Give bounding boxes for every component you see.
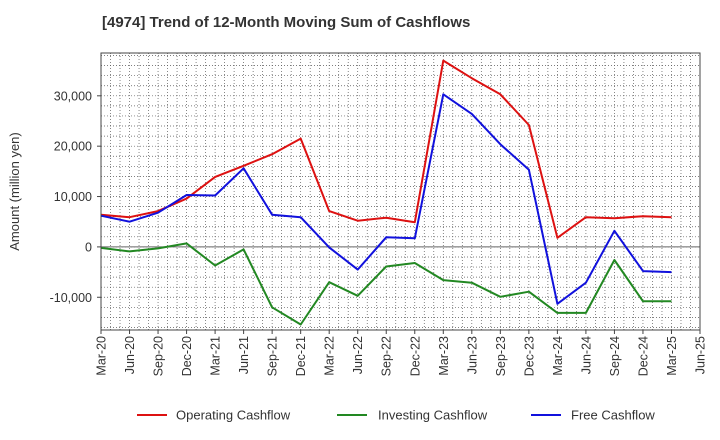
legend: Operating Cashflow Investing Cashflow Free…: [137, 408, 655, 423]
y-tick-label: 30,000: [54, 89, 92, 103]
plot-frame: [100, 52, 701, 331]
x-tick-label: Dec-22: [408, 336, 422, 376]
x-tick-label: Jun-25: [694, 336, 708, 374]
y-tick-label: -10,000: [50, 291, 92, 305]
x-tick-label: Mar-24: [551, 336, 565, 376]
free-cashflow-legend-label: Free Cashflow: [571, 408, 655, 423]
x-tick-label: Dec-21: [294, 336, 308, 376]
x-tick-label: Mar-23: [437, 336, 451, 376]
x-tick-label: Dec-24: [636, 336, 650, 376]
series-lines: [100, 59, 672, 326]
free-cashflow-line: [100, 93, 672, 305]
investing-cashflow-line: [100, 242, 672, 326]
operating-cashflow-legend-label: Operating Cashflow: [176, 408, 291, 423]
x-tick-label: Jun-22: [351, 336, 365, 374]
x-tick-label: Mar-20: [95, 336, 109, 376]
x-tick-label: Mar-22: [323, 336, 337, 376]
y-axis-title: Amount (million yen): [7, 132, 22, 251]
x-tick-label: Dec-23: [522, 336, 536, 376]
x-tick-label: Jun-20: [123, 336, 137, 374]
y-tick-label: 20,000: [54, 140, 92, 154]
x-tick-label: Jun-23: [465, 336, 479, 374]
investing-cashflow-legend-label: Investing Cashflow: [378, 408, 488, 423]
x-tick-label: Jun-24: [579, 336, 593, 374]
operating-cashflow-line: [100, 59, 672, 239]
x-tick-label: Jun-21: [237, 336, 251, 374]
x-tick-label: Dec-20: [180, 336, 194, 376]
axes: -10,000 0 10,000 20,000 30,000 Mar-20 Jun-20 Se…: [7, 52, 708, 376]
y-tick-label: 0: [85, 240, 92, 254]
plot-background: [101, 53, 700, 330]
x-tick-label: Sep-24: [608, 336, 622, 376]
x-tick-label: Mar-25: [665, 336, 679, 376]
x-tick-label: Sep-21: [266, 336, 280, 376]
x-tick-label: Sep-20: [152, 336, 166, 376]
x-tick-label: Mar-21: [209, 336, 223, 376]
x-tick-label: Sep-23: [494, 336, 508, 376]
y-tick-label: 10,000: [54, 190, 92, 204]
x-tick-label: Sep-22: [380, 336, 394, 376]
chart-title: [4974] Trend of 12-Month Moving Sum of C…: [102, 14, 471, 31]
plot-area: [101, 53, 700, 330]
